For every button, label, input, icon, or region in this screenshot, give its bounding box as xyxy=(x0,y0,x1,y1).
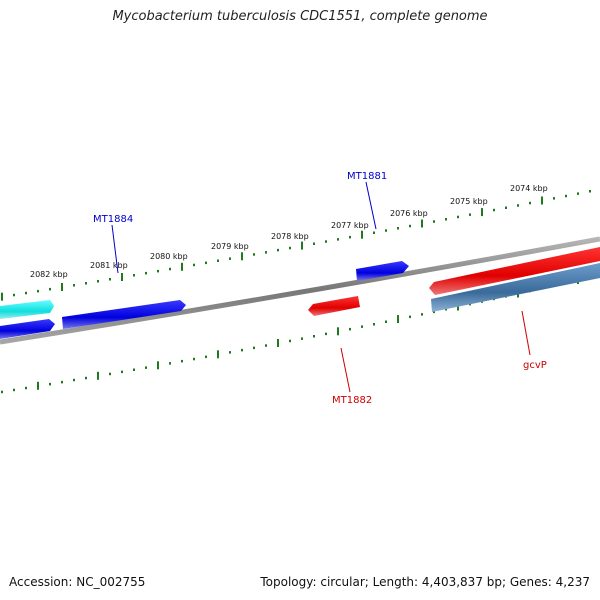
gene-label-mt1882[interactable]: MT1882 xyxy=(332,395,372,406)
gene-cyan-partial[interactable] xyxy=(0,300,54,319)
gene-mt1882[interactable] xyxy=(308,296,360,316)
map-title: Mycobacterium tuberculosis CDC1551, comp… xyxy=(112,9,488,24)
gene-mt1884[interactable] xyxy=(62,300,186,329)
gene-mt1881[interactable] xyxy=(356,261,409,281)
gene-gcvp[interactable] xyxy=(431,263,600,312)
ruler-label: 2075 kbp xyxy=(450,197,488,206)
ruler-label: 2077 kbp xyxy=(331,221,369,230)
reverse-genes[interactable] xyxy=(0,263,600,339)
gene-red-forward[interactable] xyxy=(429,247,600,295)
genome-backbone xyxy=(0,236,600,345)
gene-labels: MT1884 MT1881 MT1882 gcvP xyxy=(93,171,547,406)
ruler-labels: 2082 kbp 2081 kbp 2080 kbp 2079 kbp 2078… xyxy=(30,184,548,279)
gene-label-mt1884[interactable]: MT1884 xyxy=(93,214,133,225)
ruler-label: 2079 kbp xyxy=(211,242,249,251)
forward-genes[interactable] xyxy=(0,247,600,329)
ruler-label: 2078 kbp xyxy=(271,232,309,241)
ruler-label: 2076 kbp xyxy=(390,209,428,218)
ruler-label: 2082 kbp xyxy=(30,270,68,279)
genome-summary: Topology: circular; Length: 4,403,837 bp… xyxy=(260,575,590,589)
ruler-label: 2080 kbp xyxy=(150,252,188,261)
ruler-label: 2074 kbp xyxy=(510,184,548,193)
gene-label-mt1881[interactable]: MT1881 xyxy=(347,171,387,182)
ruler-label: 2081 kbp xyxy=(90,261,128,270)
accession-text: Accession: NC_002755 xyxy=(9,575,146,589)
gene-blue-partial[interactable] xyxy=(0,319,55,339)
gene-leaders xyxy=(111,181,531,393)
outer-ruler xyxy=(1,190,591,301)
gene-label-gcvp[interactable]: gcvP xyxy=(523,360,547,371)
